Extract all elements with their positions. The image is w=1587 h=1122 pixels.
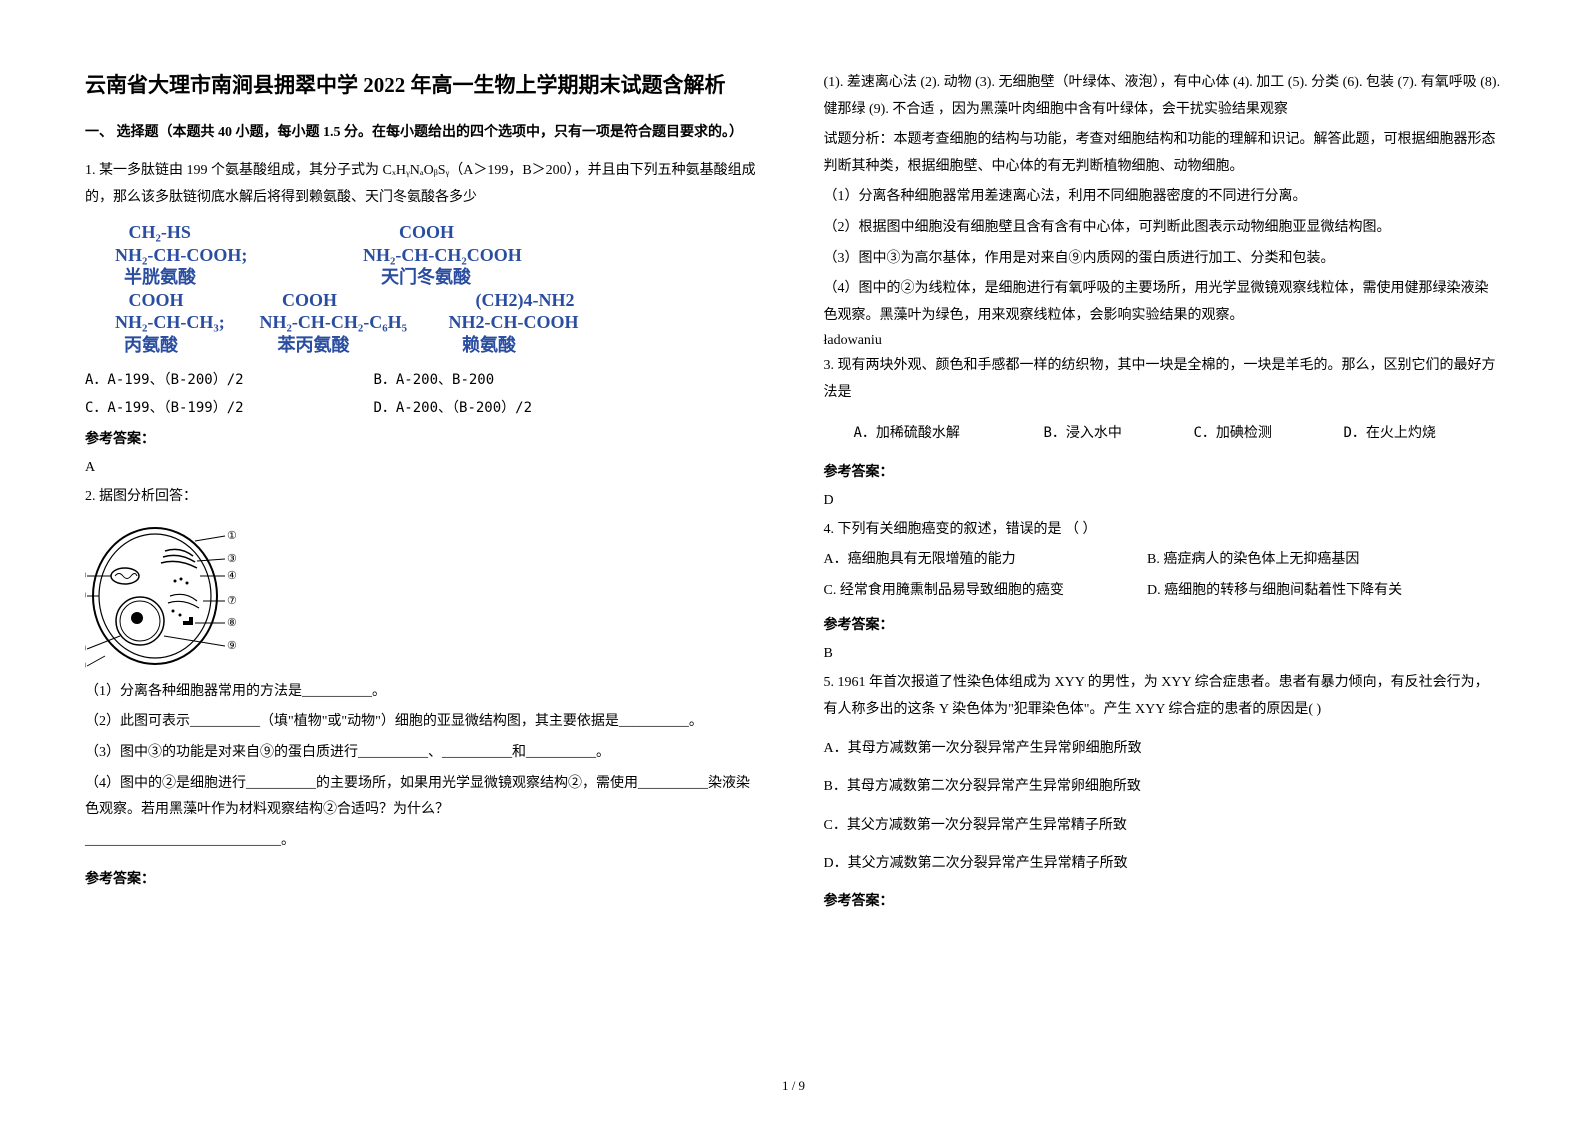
q2-ans-line4: （2）根据图中细胞没有细胞壁且含有含有中心体，可判断此图表示动物细胞亚显微结构图… <box>824 215 1503 242</box>
q3-optC: C．加碘检测 <box>1194 419 1344 447</box>
q5-optA: A．其母方减数第一次分裂异常产生异常卵细胞所致 <box>824 736 1503 763</box>
q5-optB: B．其母方减数第二次分裂异常产生异常卵细胞所致 <box>824 774 1503 801</box>
q1-ans-head: 参考答案： <box>85 428 764 448</box>
amino-r4c2: COOH <box>255 289 435 312</box>
q4-optA: A．癌细胞具有无限增殖的能力 <box>824 547 1144 574</box>
svg-text:⑥: ⑥ <box>85 590 87 602</box>
q1-stem: 1. 某一多肽链由 199 个氨基酸组成，其分子式为 CₓHᵧNₐOᵦSᵧ（A＞… <box>85 158 764 211</box>
q2-sub4b: ____________________________。 <box>85 828 764 855</box>
q5-optD: D．其父方减数第二次分裂异常产生异常精子所致 <box>824 851 1503 878</box>
amino-r6c1: 丙氨酸 <box>115 334 255 357</box>
q4-ans-head: 参考答案： <box>824 614 1503 634</box>
q2-sub1: （1）分离各种细胞器常用的方法是__________。 <box>85 679 764 706</box>
q2-stem: 2. 据图分析回答： <box>85 484 764 511</box>
amino-r4c3: (CH2)4-NH2 <box>435 289 574 312</box>
q4-optB: B. 癌症病人的染色体上无抑癌基因 <box>1147 552 1359 567</box>
q2-ans-line2: 试题分析：本题考查细胞的结构与功能，考查对细胞结构和功能的理解和识记。解答此题，… <box>824 127 1503 180</box>
q1-options-row1: A．A-199、（B-200）/2 B．A-200、B-200 <box>85 366 764 394</box>
svg-text:⑤: ⑤ <box>85 570 87 582</box>
q3-optB: B．浸入水中 <box>1044 419 1194 447</box>
amino-r5c1: NH₂-CH-CH₃; <box>115 311 255 334</box>
q1-optB: B．A-200、B-200 <box>373 372 494 388</box>
q3-stem: 3. 现有两块外观、颜色和手感都一样的纺织物，其中一块是全棉的，一块是羊毛的。那… <box>824 353 1503 406</box>
amino-r2c2: NH₂-CH-CH₂COOH <box>345 244 522 267</box>
q3-optD: D．在火上灼烧 <box>1344 425 1436 441</box>
svg-text:①: ① <box>227 530 237 542</box>
q2-sub4: （4）图中的②是细胞进行__________的主要场所，如果用光学显微镜观察结构… <box>85 771 764 824</box>
svg-text:⑦: ⑦ <box>227 595 237 607</box>
svg-text:⑧: ⑧ <box>227 617 237 629</box>
q1-options-row2: C．A-199、（B-199）/2 D．A-200、（B-200）/2 <box>85 394 764 422</box>
q1-ans: A <box>85 460 764 476</box>
amino-r3c2: 天门冬氨酸 <box>345 266 471 289</box>
q4-row1: A．癌细胞具有无限增殖的能力 B. 癌症病人的染色体上无抑癌基因 <box>824 547 1503 574</box>
amino-r6c2: 苯丙氨酸 <box>255 334 435 357</box>
amino-r6c3: 赖氨酸 <box>435 334 516 357</box>
doc-title: 云南省大理市南涧县拥翠中学 2022 年高一生物上学期期末试题含解析 <box>85 70 764 102</box>
amino-r3c1: 半胱氨酸 <box>115 266 345 289</box>
svg-text:④: ④ <box>227 570 237 582</box>
q4-optC: C. 经常食用腌熏制品易导致细胞的癌变 <box>824 578 1144 605</box>
q5-ans-head: 参考答案： <box>824 890 1503 910</box>
q1-optD: D．A-200、（B-200）/2 <box>373 400 532 416</box>
amino-r4c1: COOH <box>115 289 255 312</box>
q3-ans: D <box>824 493 1503 509</box>
q2-ans-line6: （4）图中的②为线粒体，是细胞进行有氧呼吸的主要场所，用光学显微镜观察线粒体，需… <box>824 276 1503 329</box>
amino-acid-structures: CH₂-HS COOH NH₂-CH-COOH; NH₂-CH-CH₂COOH … <box>115 221 764 356</box>
q3-optA: A．加稀硫酸水解 <box>854 419 1044 447</box>
q5-optC: C．其父方减数第一次分裂异常产生异常精子所致 <box>824 813 1503 840</box>
q4-row2: C. 经常食用腌熏制品易导致细胞的癌变 D. 癌细胞的转移与细胞间黏着性下降有关 <box>824 578 1503 605</box>
amino-r1c2: COOH <box>345 221 454 244</box>
svg-text:②: ② <box>85 660 87 671</box>
cell-diagram: ① ③ ④ ⑦ ⑧ ⑨ ⑤ ⑥ ⑨ ② <box>85 521 245 671</box>
amino-r5c3: NH2-CH-COOH <box>435 311 579 334</box>
q4-ans: B <box>824 646 1503 662</box>
q3-ans-head: 参考答案： <box>824 461 1503 481</box>
left-column: 云南省大理市南涧县拥翠中学 2022 年高一生物上学期期末试题含解析 一、 选择… <box>85 70 764 1092</box>
svg-text:⑨: ⑨ <box>85 643 87 655</box>
svg-text:⑨: ⑨ <box>227 640 237 652</box>
q3-options: A．加稀硫酸水解B．浸入水中C．加碘检测D．在火上灼烧 <box>824 419 1503 447</box>
q2-ans-line1: (1). 差速离心法 (2). 动物 (3). 无细胞壁（叶绿体、液泡），有中心… <box>824 70 1503 123</box>
q4-optD: D. 癌细胞的转移与细胞间黏着性下降有关 <box>1147 583 1402 598</box>
section-1-head: 一、 选择题（本题共 40 小题，每小题 1.5 分。在每小题给出的四个选项中，… <box>85 120 764 147</box>
amino-r5c2: NH₂-CH-CH₂-C₆H₅ <box>255 311 435 334</box>
svg-text:③: ③ <box>227 553 237 565</box>
q1-optA: A．A-199、（B-200）/2 <box>85 366 365 394</box>
q1-optC: C．A-199、（B-199）/2 <box>85 394 365 422</box>
q2-sub3: （3）图中③的功能是对来自⑨的蛋白质进行__________、_________… <box>85 740 764 767</box>
amino-r1c1: CH₂-HS <box>115 221 345 244</box>
q5-stem: 5. 1961 年首次报道了性染色体组成为 XYY 的男性，为 XYY 综合症患… <box>824 670 1503 723</box>
q4-stem: 4. 下列有关细胞癌变的叙述，错误的是 （ ） <box>824 517 1503 544</box>
q2-ans-line5: （3）图中③为高尔基体，作用是对来自⑨内质网的蛋白质进行加工、分类和包装。 <box>824 246 1503 273</box>
amino-r2c1: NH₂-CH-COOH; <box>115 244 345 267</box>
right-column: (1). 差速离心法 (2). 动物 (3). 无细胞壁（叶绿体、液泡），有中心… <box>824 70 1503 1092</box>
q2-ans-head: 参考答案： <box>85 868 764 888</box>
q2-sub2: （2）此图可表示__________（填"植物"或"动物"）细胞的亚显微结构图，… <box>85 709 764 736</box>
q2-ans-line3: （1）分离各种细胞器常用差速离心法，利用不同细胞器密度的不同进行分离。 <box>824 184 1503 211</box>
page-number: 1 / 9 <box>782 1078 805 1094</box>
